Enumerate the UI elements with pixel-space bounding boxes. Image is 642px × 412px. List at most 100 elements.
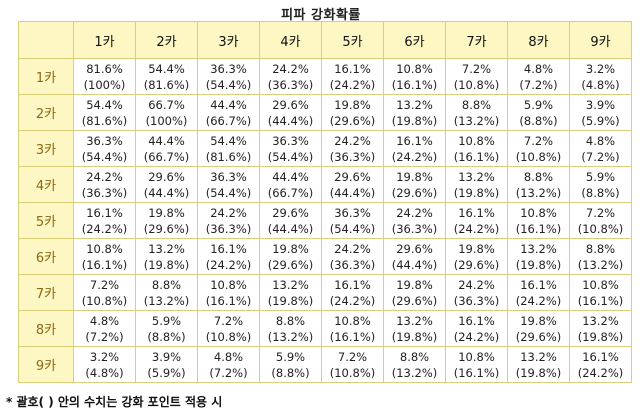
boosted-probability: (10.8%)	[81, 293, 128, 308]
probability-cell: 3.2% (4.8%)	[569, 58, 632, 95]
base-probability: 13.2%	[272, 277, 309, 292]
boosted-probability: (10.8%)	[205, 329, 252, 344]
probability-cell: 10.8% (16.1%)	[321, 310, 384, 347]
probability-cell: 16.1% (24.2%)	[445, 202, 508, 239]
probability-cell: 16.1% (24.2%)	[383, 130, 446, 167]
column-header: 4카	[259, 21, 322, 59]
probability-cell: 44.4% (66.7%)	[135, 130, 198, 167]
probability-cell: 13.2% (19.8%)	[445, 166, 508, 203]
base-probability: 19.8%	[334, 97, 371, 112]
base-probability: 10.8%	[458, 133, 495, 148]
boosted-probability: (54.4%)	[81, 149, 128, 164]
probability-cell: 5.9% (8.8%)	[135, 310, 198, 347]
probability-cell: 81.6% (100%)	[73, 58, 136, 95]
probability-cell: 13.2% (19.8%)	[383, 94, 446, 131]
probability-cell: 16.1% (24.2%)	[197, 238, 260, 275]
base-probability: 10.8%	[210, 277, 247, 292]
probability-cell: 3.2% (4.8%)	[73, 346, 136, 383]
base-probability: 19.8%	[396, 277, 433, 292]
boosted-probability: (13.2%)	[577, 257, 624, 272]
probability-cell: 24.2% (36.3%)	[259, 58, 322, 95]
probability-cell: 8.8% (13.2%)	[507, 166, 570, 203]
base-probability: 13.2%	[520, 241, 557, 256]
boosted-probability: (7.2%)	[581, 149, 620, 164]
base-probability: 4.8%	[89, 313, 120, 328]
probability-cell: 36.3% (54.4%)	[73, 130, 136, 167]
probability-cell: 29.6% (44.4%)	[383, 238, 446, 275]
probability-cell: 29.6% (44.4%)	[259, 94, 322, 131]
base-probability: 36.3%	[272, 133, 309, 148]
table-row: 1카 81.6% (100%) 54.4% (81.6%) 36.3% (54.4%) 24.…	[18, 58, 632, 95]
boosted-probability: (81.6%)	[143, 77, 190, 92]
footnote: * 괄호( ) 안의 수치는 강화 포인트 적용 시	[6, 395, 223, 409]
probability-cell: 54.4% (81.6%)	[197, 130, 260, 167]
boosted-probability: (44.4%)	[267, 221, 314, 236]
probability-cell: 24.2% (36.3%)	[321, 130, 384, 167]
base-probability: 66.7%	[148, 97, 185, 112]
base-probability: 7.2%	[337, 349, 368, 364]
probability-cell: 24.2% (36.3%)	[197, 202, 260, 239]
base-probability: 16.1%	[458, 313, 495, 328]
boosted-probability: (36.3%)	[329, 257, 376, 272]
probability-cell: 10.8% (16.1%)	[197, 274, 260, 311]
boosted-probability: (19.8%)	[577, 329, 624, 344]
boosted-probability: (36.3%)	[391, 221, 438, 236]
base-probability: 19.8%	[520, 313, 557, 328]
column-header: 6카	[383, 21, 446, 59]
base-probability: 5.9%	[275, 349, 306, 364]
column-header: 2카	[135, 21, 198, 59]
base-probability: 10.8%	[396, 61, 433, 76]
base-probability: 19.8%	[396, 169, 433, 184]
column-header: 9카	[569, 21, 632, 59]
table-body: 1카 81.6% (100%) 54.4% (81.6%) 36.3% (54.4%) 24.…	[18, 58, 632, 383]
probability-cell: 16.1% (24.2%)	[569, 346, 632, 383]
row-header: 5카	[18, 202, 74, 239]
probability-cell: 66.7% (100%)	[135, 94, 198, 131]
base-probability: 4.8%	[523, 61, 554, 76]
probability-cell: 16.1% (24.2%)	[73, 202, 136, 239]
base-probability: 19.8%	[272, 241, 309, 256]
column-header: 5카	[321, 21, 384, 59]
base-probability: 29.6%	[272, 205, 309, 220]
base-probability: 13.2%	[148, 241, 185, 256]
probability-cell: 16.1% (24.2%)	[445, 310, 508, 347]
boosted-probability: (29.6%)	[329, 113, 376, 128]
boosted-probability: (24.2%)	[205, 257, 252, 272]
probability-cell: 13.2% (19.8%)	[135, 238, 198, 275]
boosted-probability: (24.2%)	[453, 221, 500, 236]
boosted-probability: (19.8%)	[453, 185, 500, 200]
probability-cell: 54.4% (81.6%)	[135, 58, 198, 95]
probability-cell: 16.1% (24.2%)	[321, 58, 384, 95]
base-probability: 16.1%	[396, 133, 433, 148]
base-probability: 16.1%	[520, 277, 557, 292]
base-probability: 24.2%	[334, 241, 371, 256]
probability-cell: 13.2% (19.8%)	[507, 346, 570, 383]
base-probability: 10.8%	[458, 349, 495, 364]
base-probability: 3.2%	[585, 61, 616, 76]
boosted-probability: (8.8%)	[519, 113, 558, 128]
boosted-probability: (24.2%)	[81, 221, 128, 236]
boosted-probability: (24.2%)	[515, 293, 562, 308]
probability-cell: 4.8% (7.2%)	[507, 58, 570, 95]
probability-cell: 10.8% (16.1%)	[73, 238, 136, 275]
probability-cell: 24.2% (36.3%)	[321, 238, 384, 275]
probability-cell: 10.8% (16.1%)	[445, 130, 508, 167]
probability-cell: 13.2% (19.8%)	[383, 310, 446, 347]
boosted-probability: (5.9%)	[581, 113, 620, 128]
base-probability: 36.3%	[86, 133, 123, 148]
probability-cell: 19.8% (29.6%)	[383, 166, 446, 203]
base-probability: 24.2%	[210, 205, 247, 220]
base-probability: 8.8%	[399, 349, 430, 364]
boosted-probability: (36.3%)	[267, 77, 314, 92]
base-probability: 8.8%	[275, 313, 306, 328]
base-probability: 29.6%	[272, 97, 309, 112]
base-probability: 5.9%	[151, 313, 182, 328]
column-header: 7카	[445, 21, 508, 59]
probability-cell: 4.8% (7.2%)	[73, 310, 136, 347]
probability-cell: 36.3% (54.4%)	[259, 130, 322, 167]
boosted-probability: (36.3%)	[329, 149, 376, 164]
probability-cell: 44.4% (66.7%)	[197, 94, 260, 131]
row-header: 4카	[18, 166, 74, 203]
boosted-probability: (29.6%)	[391, 185, 438, 200]
boosted-probability: (4.8%)	[85, 365, 124, 380]
